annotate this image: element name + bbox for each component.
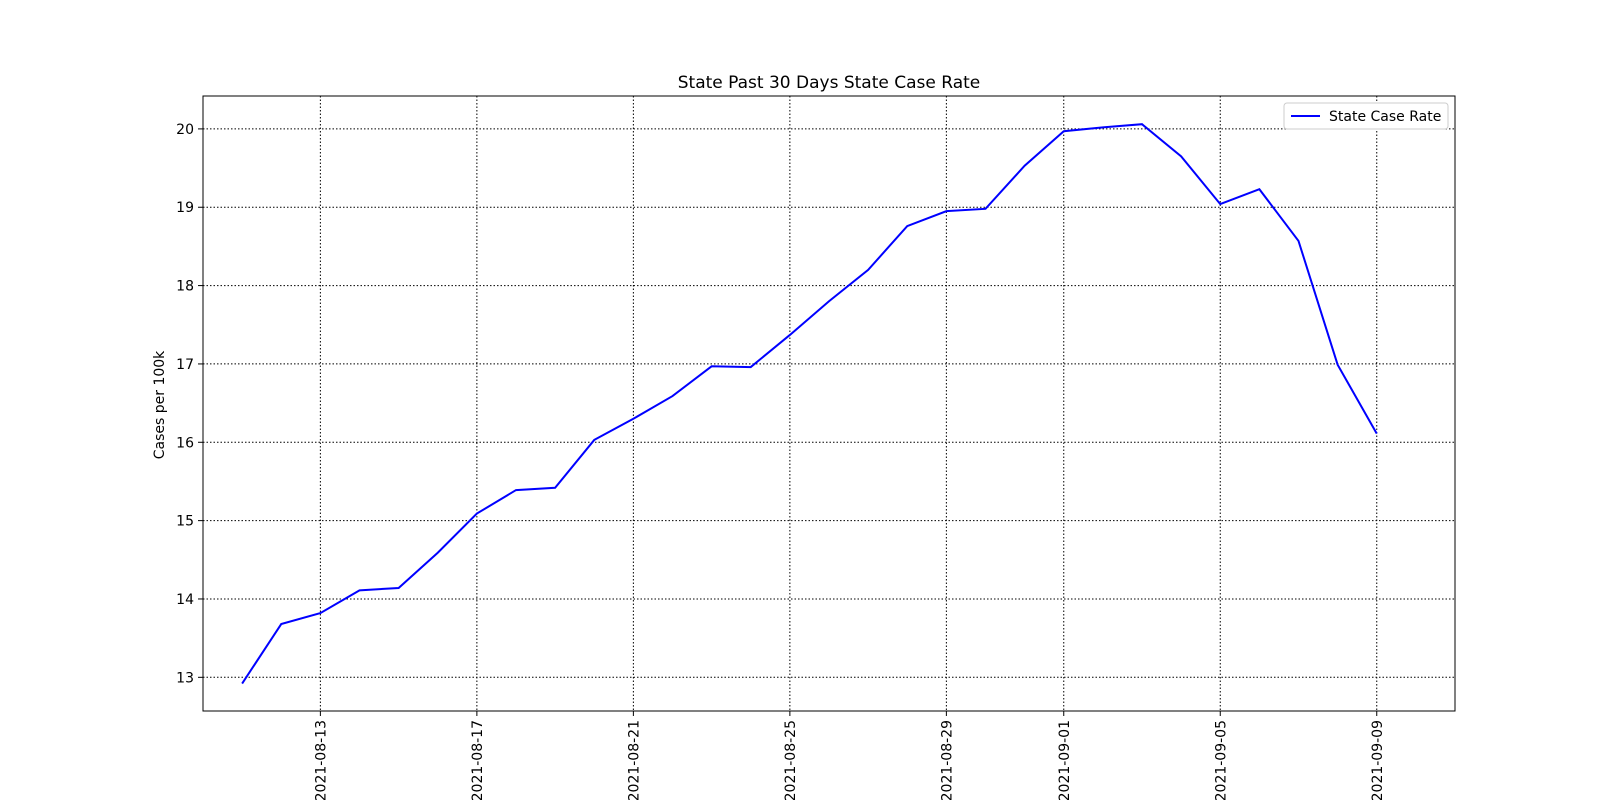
x-tick-label: 2021-08-13 bbox=[313, 720, 329, 800]
y-tick-label: 18 bbox=[176, 279, 194, 295]
y-tick-label: 16 bbox=[176, 435, 194, 451]
y-tick-label: 19 bbox=[176, 200, 194, 216]
plot-frame bbox=[202, 95, 1456, 712]
y-tick-label: 17 bbox=[176, 357, 194, 373]
x-tick-label: 2021-08-29 bbox=[939, 720, 955, 800]
y-tick-label: 13 bbox=[176, 670, 194, 686]
y-tick-label: 20 bbox=[176, 122, 194, 138]
x-tick-label: 2021-09-01 bbox=[1057, 720, 1073, 800]
y-axis-label: Cases per 100k bbox=[152, 350, 168, 459]
x-tick-label: 2021-08-21 bbox=[626, 720, 642, 800]
chart-title: State Past 30 Days State Case Rate bbox=[678, 73, 981, 93]
x-tick-label: 2021-08-17 bbox=[470, 720, 486, 800]
x-tick-label: 2021-09-09 bbox=[1370, 720, 1386, 800]
x-tick-label: 2021-09-05 bbox=[1213, 720, 1229, 800]
x-tick-label: 2021-08-25 bbox=[783, 720, 799, 800]
y-tick-label: 15 bbox=[176, 514, 194, 530]
legend-box bbox=[1283, 102, 1449, 130]
legend-label: State Case Rate bbox=[1329, 109, 1441, 125]
data-line bbox=[241, 123, 1378, 685]
y-tick-label: 14 bbox=[176, 592, 194, 608]
